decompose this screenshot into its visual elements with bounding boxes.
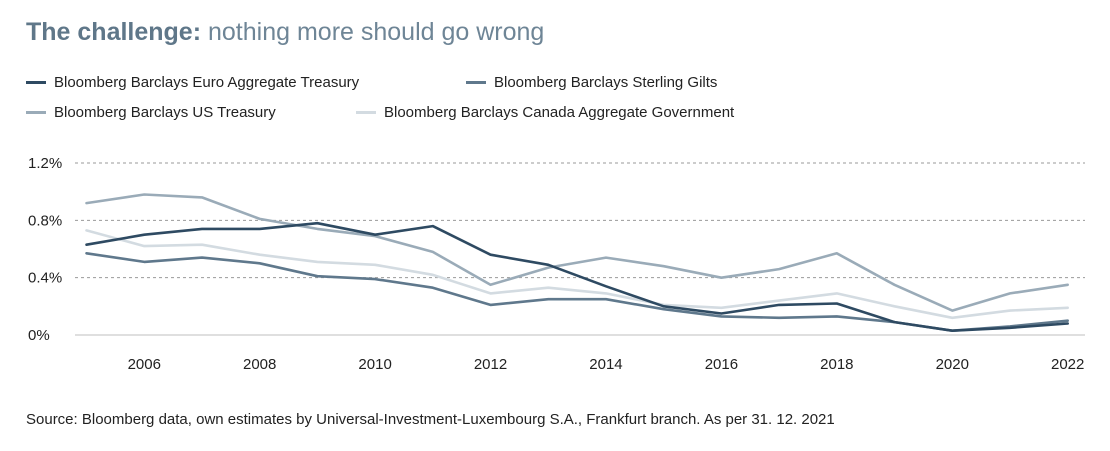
- x-tick-label: 2020: [936, 356, 969, 373]
- y-tick-label: 0.4%: [28, 270, 62, 287]
- legend-swatch-us: [26, 111, 46, 114]
- legend-item-euro: Bloomberg Barclays Euro Aggregate Treasu…: [26, 74, 359, 91]
- legend-item-us: Bloomberg Barclays US Treasury: [26, 104, 276, 121]
- legend-item-sterling: Bloomberg Barclays Sterling Gilts: [466, 74, 717, 91]
- series-line-0: [85, 221, 1069, 332]
- legend-swatch-sterling: [466, 81, 486, 84]
- legend-label-sterling: Bloomberg Barclays Sterling Gilts: [494, 74, 718, 91]
- y-tick-label: 1.2%: [28, 155, 62, 172]
- series-line-1: [85, 252, 1069, 332]
- x-tick-label: 2010: [358, 356, 391, 373]
- x-tick-label: 2022: [1051, 356, 1084, 373]
- chart-title: The challenge: nothing more should go wr…: [26, 18, 544, 47]
- legend-label-euro: Bloomberg Barclays Euro Aggregate Treasu…: [54, 74, 360, 91]
- legend-swatch-canada: [356, 111, 376, 114]
- legend-item-canada: Bloomberg Barclays Canada Aggregate Gove…: [356, 104, 734, 121]
- x-tick-label: 2018: [820, 356, 853, 373]
- x-tick-label: 2006: [128, 356, 161, 373]
- x-tick-label: 2014: [589, 356, 622, 373]
- y-tick-label: 0.8%: [28, 212, 62, 229]
- chart-title-bold: The challenge:: [26, 18, 202, 46]
- x-tick-label: 2008: [243, 356, 276, 373]
- series-line-3: [85, 229, 1069, 320]
- x-tick-label: 2016: [705, 356, 738, 373]
- chart-legend: Bloomberg Barclays Euro Aggregate Treasu…: [26, 74, 1026, 134]
- line-chart: 0% 0.4% 0.8% 1.2% 2006 2008 2010 2012 2014 2016 20…: [28, 155, 1085, 373]
- legend-swatch-euro: [26, 81, 46, 84]
- y-tick-label: 0%: [28, 327, 50, 344]
- chart-title-rest: nothing more should go wrong: [208, 18, 545, 46]
- series-line-2: [85, 193, 1069, 312]
- legend-label-canada: Bloomberg Barclays Canada Aggregate Gove…: [384, 104, 735, 121]
- x-tick-label: 2012: [474, 356, 507, 373]
- source-note: Source: Bloomberg data, own estimates by…: [26, 411, 835, 428]
- legend-label-us: Bloomberg Barclays US Treasury: [54, 104, 276, 121]
